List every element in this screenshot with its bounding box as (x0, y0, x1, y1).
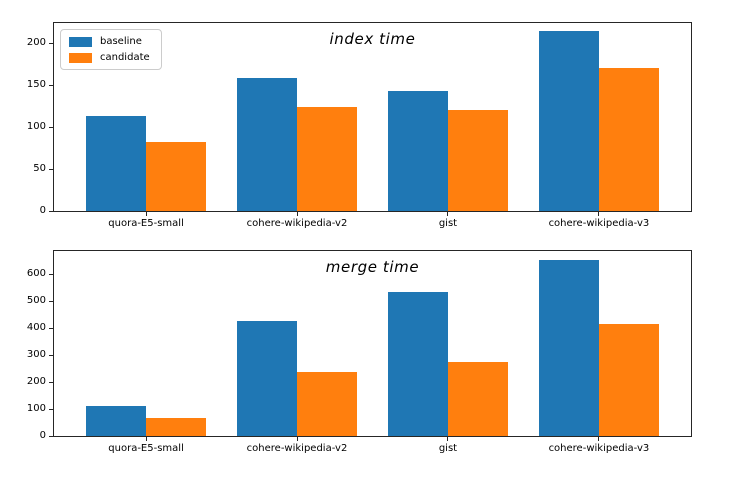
y-tick (49, 327, 53, 329)
x-tick (296, 437, 298, 441)
x-tick-label: cohere-wikipedia-v3 (548, 443, 650, 454)
bar-candidate-quora-E5-small (146, 417, 207, 436)
y-tick (49, 354, 53, 356)
chart-title: index time (329, 30, 416, 48)
bar-baseline-gist (387, 291, 448, 436)
bar-baseline-gist (387, 90, 448, 211)
legend-swatch-baseline-icon (69, 36, 92, 47)
bar-baseline-cohere-wikipedia-v2 (236, 321, 298, 436)
legend-label: baseline (100, 36, 142, 47)
y-tick (49, 300, 53, 302)
y-tick (49, 435, 53, 437)
x-tick-label: cohere-wikipedia-v2 (246, 443, 348, 454)
legend-entry-baseline: baseline (69, 36, 150, 47)
bar-candidate-cohere-wikipedia-v2 (297, 106, 358, 211)
y-tick (49, 168, 53, 170)
y-tick (49, 210, 53, 212)
y-tick-label: 0 (39, 430, 46, 441)
x-tick-label: quora-E5-small (108, 443, 184, 454)
chart-title: merge time (325, 258, 420, 276)
bar-candidate-gist (447, 110, 509, 211)
bar-candidate-cohere-wikipedia-v3 (598, 324, 660, 436)
y-tick-label: 400 (26, 322, 46, 334)
y-tick (49, 126, 53, 128)
legend: baseline candidate (60, 29, 162, 70)
x-tick (145, 437, 147, 441)
bar-baseline-cohere-wikipedia-v2 (236, 77, 298, 211)
y-tick-label: 150 (26, 79, 46, 91)
x-tick-label: gist (438, 218, 458, 229)
x-tick (447, 212, 449, 216)
x-tick-label: quora-E5-small (108, 218, 184, 229)
chart-merge-time: 0 100 200 300 400 500 600 quora-E5-small cohere-… (27, 250, 692, 454)
y-tick-label: 200 (26, 376, 46, 388)
y-tick-label: 200 (26, 37, 46, 49)
bar-baseline-quora-E5-small (85, 406, 147, 436)
y-tick (49, 381, 53, 383)
x-tick (598, 212, 600, 216)
bar-candidate-cohere-wikipedia-v2 (297, 371, 358, 436)
legend-label: candidate (100, 52, 150, 63)
y-tick (49, 84, 53, 86)
bar-candidate-quora-E5-small (146, 142, 207, 211)
y-tick-label: 0 (39, 205, 46, 216)
y-tick (49, 408, 53, 410)
y-tick-label: 100 (26, 121, 46, 133)
bar-candidate-gist (447, 361, 509, 436)
y-tick-label: 500 (26, 295, 46, 307)
x-tick (296, 212, 298, 216)
y-tick-label: 50 (33, 163, 46, 175)
y-tick (49, 42, 53, 44)
legend-entry-candidate: candidate (69, 52, 150, 63)
x-tick-label: cohere-wikipedia-v2 (246, 218, 348, 229)
x-tick (447, 437, 449, 441)
bar-candidate-cohere-wikipedia-v3 (598, 68, 660, 211)
chart-index-time: 0 50 100 150 200 quora-E5-small cohere-wikiped… (27, 22, 692, 229)
x-tick (145, 212, 147, 216)
bar-baseline-cohere-wikipedia-v3 (538, 259, 599, 436)
y-tick (49, 273, 53, 275)
x-tick (598, 437, 600, 441)
bar-baseline-cohere-wikipedia-v3 (538, 31, 599, 211)
y-tick-label: 600 (26, 268, 46, 280)
x-tick-label: cohere-wikipedia-v3 (548, 218, 650, 229)
bar-baseline-quora-E5-small (85, 116, 147, 211)
y-tick-label: 100 (26, 403, 46, 415)
y-tick-label: 300 (26, 349, 46, 361)
legend-swatch-candidate-icon (69, 52, 92, 63)
x-tick-label: gist (438, 443, 458, 454)
